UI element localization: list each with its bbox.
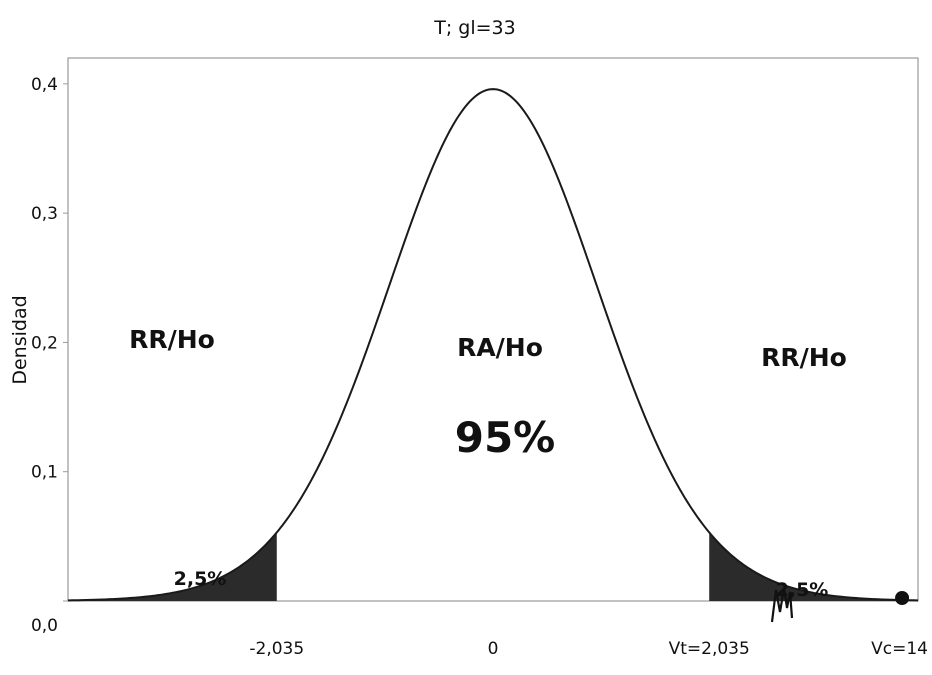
chart-title: T; gl=33 bbox=[433, 17, 515, 39]
y-tick-label: 0,3 bbox=[31, 204, 58, 224]
acceptance-percent: 95% bbox=[455, 413, 556, 462]
y-tick-label: 0,0 bbox=[31, 616, 58, 636]
left-tail-area-label: 2,5% bbox=[174, 568, 227, 590]
x-tick-label: Vt=2,035 bbox=[669, 639, 750, 659]
density-curve bbox=[67, 88, 919, 602]
plot-frame bbox=[67, 57, 919, 602]
y-tick-label: 0,4 bbox=[31, 75, 58, 95]
right-rejection-label: RR/Ho bbox=[761, 343, 847, 372]
x-tick-label: -2,035 bbox=[249, 639, 304, 659]
y-tick-label: 0,1 bbox=[31, 463, 58, 483]
right-tail-area bbox=[709, 532, 918, 601]
left-tail-area bbox=[68, 532, 277, 601]
x-axis-ticks: -2,035 0 Vt=2,035 Vc=14 bbox=[249, 639, 928, 659]
acceptance-label: RA/Ho bbox=[457, 333, 543, 362]
y-axis-ticks: 0,0 0,1 0,2 0,3 0,4 bbox=[31, 75, 68, 636]
x-tick-label: Vc=14 bbox=[871, 639, 928, 659]
y-axis-label: Densidad bbox=[9, 295, 31, 384]
handwritten-mark bbox=[770, 587, 794, 623]
calculated-value-marker bbox=[895, 591, 910, 605]
x-tick-label: 0 bbox=[488, 639, 499, 659]
left-rejection-label: RR/Ho bbox=[129, 325, 215, 354]
y-tick-label: 0,2 bbox=[31, 333, 58, 353]
shaded-tails bbox=[68, 532, 918, 601]
